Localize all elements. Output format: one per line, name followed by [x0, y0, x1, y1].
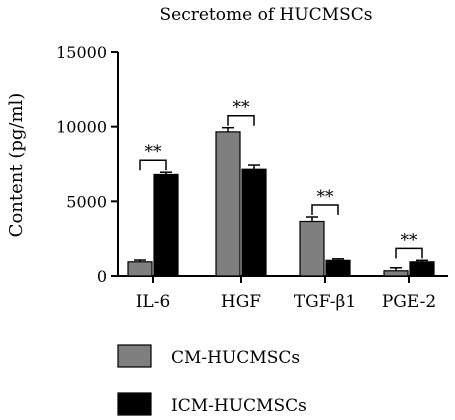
significance-markers: ** ** ** **	[139, 98, 423, 259]
legend-label: ICM-HUCMSCs	[171, 396, 307, 416]
legend: CM-HUCMSCs ICM-HUCMSCs	[117, 344, 307, 416]
significance-bracket	[139, 159, 167, 171]
chart-title: Secretome of HUCMSCs	[160, 5, 373, 25]
significance-bracket	[227, 114, 255, 126]
y-axis-label: Content (pg/ml)	[6, 93, 27, 238]
axes: 0 5000 10000 15000 IL-6 HGF TGF-β1 PGE-2	[56, 43, 448, 312]
bar	[127, 261, 153, 277]
bar	[299, 220, 325, 277]
significance-label: **	[401, 230, 419, 250]
legend-label: CM-HUCMSCs	[171, 348, 300, 368]
bar	[153, 173, 179, 277]
bars	[127, 126, 435, 277]
bar	[241, 168, 267, 277]
significance-bracket	[311, 204, 339, 216]
y-tick-label: 0	[97, 267, 107, 286]
legend-swatch	[117, 392, 152, 416]
significance-label: **	[233, 98, 251, 118]
significance-label: **	[317, 187, 335, 207]
bar	[325, 259, 351, 277]
bar	[215, 131, 241, 277]
legend-swatch	[117, 344, 152, 368]
significance-bracket	[395, 247, 423, 259]
x-tick-label: PGE-2	[382, 292, 436, 312]
y-tick-label: 10000	[56, 118, 107, 137]
x-tick-label: IL-6	[136, 292, 171, 312]
significance-label: **	[145, 142, 163, 162]
y-tick-label: 15000	[56, 43, 107, 62]
bar	[409, 261, 435, 277]
y-tick-label: 5000	[66, 192, 107, 211]
x-tick-label: TGF-β1	[294, 292, 356, 312]
x-tick-label: HGF	[221, 292, 261, 312]
bar	[383, 270, 409, 277]
